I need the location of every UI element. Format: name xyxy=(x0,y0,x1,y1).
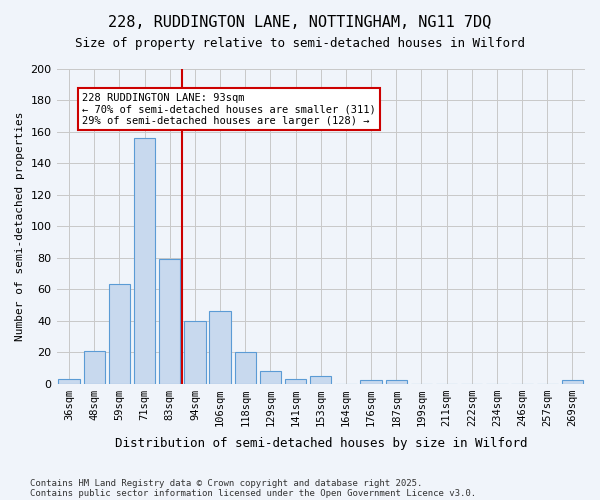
X-axis label: Distribution of semi-detached houses by size in Wilford: Distribution of semi-detached houses by … xyxy=(115,437,527,450)
Text: Contains public sector information licensed under the Open Government Licence v3: Contains public sector information licen… xyxy=(30,488,476,498)
Y-axis label: Number of semi-detached properties: Number of semi-detached properties xyxy=(15,112,25,341)
Bar xyxy=(134,138,155,384)
Text: 228, RUDDINGTON LANE, NOTTINGHAM, NG11 7DQ: 228, RUDDINGTON LANE, NOTTINGHAM, NG11 7… xyxy=(109,15,491,30)
Bar xyxy=(184,320,206,384)
Text: 228 RUDDINGTON LANE: 93sqm
← 70% of semi-detached houses are smaller (311)
29% o: 228 RUDDINGTON LANE: 93sqm ← 70% of semi… xyxy=(82,92,376,126)
Bar xyxy=(83,350,105,384)
Bar xyxy=(562,380,583,384)
Bar xyxy=(285,379,307,384)
Bar xyxy=(310,376,331,384)
Bar xyxy=(109,284,130,384)
Bar xyxy=(260,371,281,384)
Bar xyxy=(159,260,181,384)
Text: Contains HM Land Registry data © Crown copyright and database right 2025.: Contains HM Land Registry data © Crown c… xyxy=(30,478,422,488)
Bar xyxy=(235,352,256,384)
Text: Size of property relative to semi-detached houses in Wilford: Size of property relative to semi-detach… xyxy=(75,38,525,51)
Bar xyxy=(386,380,407,384)
Bar xyxy=(361,380,382,384)
Bar xyxy=(209,311,231,384)
Bar xyxy=(58,379,80,384)
